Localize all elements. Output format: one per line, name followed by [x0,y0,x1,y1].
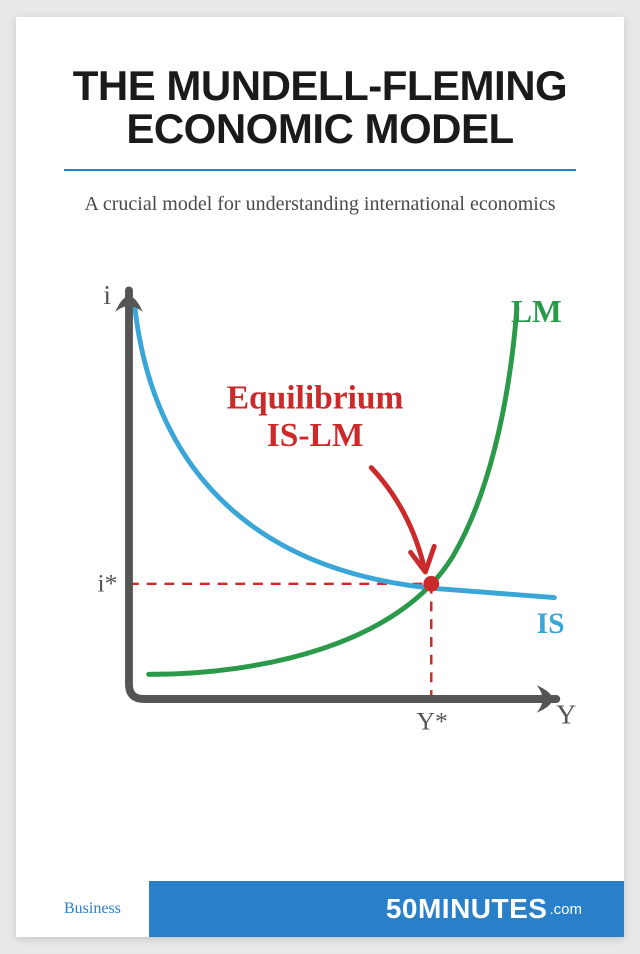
ystar-label: Y* [416,706,447,735]
y-axis [129,290,556,699]
brand-main: 50MINUTES [386,893,548,925]
lm-label: LM [511,294,562,329]
equilibrium-arrow [371,467,423,563]
equilibrium-point [423,576,439,592]
footer-category: Business [16,881,149,937]
lm-curve [149,308,517,674]
equilibrium-label-2: IS-LM [267,417,364,454]
title: THE MUNDELL-FLEMING ECONOMIC MODEL [64,65,576,151]
islm-diagram: Equilibrium IS-LM i Y LM IS i* Y* [64,242,576,772]
subtitle: A crucial model for understanding intern… [64,191,576,218]
x-axis-label: Y [556,698,576,729]
cover-page: THE MUNDELL-FLEMING ECONOMIC MODEL A cru… [16,17,624,937]
equilibrium-label-1: Equilibrium [227,379,404,416]
divider [64,169,576,171]
istar-label: i* [97,568,117,597]
footer: Business 50MINUTES .com [16,881,624,937]
brand-suffix: .com [549,901,582,918]
y-axis-label: i [103,279,111,310]
is-label: IS [537,608,565,640]
footer-brand: 50MINUTES .com [149,881,624,937]
